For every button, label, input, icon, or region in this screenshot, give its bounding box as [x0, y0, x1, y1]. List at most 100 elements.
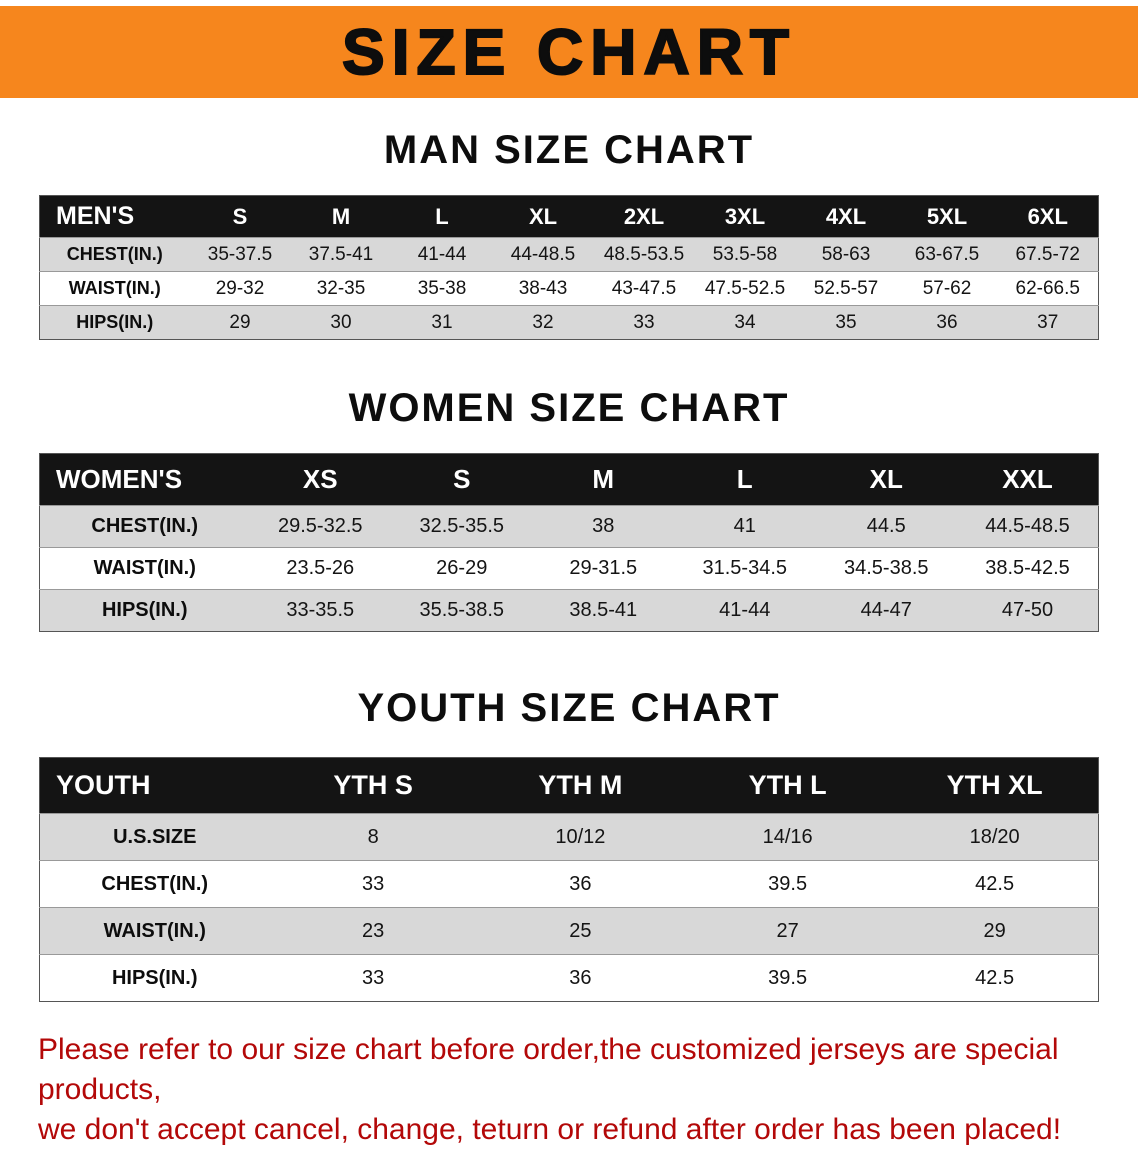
- size-column-header: 3XL: [694, 195, 796, 238]
- man-size-chart-section: MAN SIZE CHART MEN'S S M L XL 2XL 3XL 4XL 5XL 6XL…: [0, 128, 1138, 340]
- table-row: HIPS(IN.) 33 36 39.5 42.5: [39, 954, 1099, 1002]
- size-column-header: XS: [249, 453, 391, 506]
- size-value-cell: 43-47.5: [611, 277, 677, 299]
- size-value-cell: 36: [936, 311, 958, 333]
- notice-line-2: we don't accept cancel, change, teturn o…: [38, 1113, 1062, 1146]
- size-column-header: YTH S: [269, 757, 477, 814]
- size-value-cell: 39.5: [768, 872, 808, 895]
- size-value-cell: 38.5-41: [569, 599, 638, 621]
- size-value-cell: 41: [733, 515, 756, 537]
- row-label: CHEST(IN.): [91, 515, 199, 537]
- size-value-cell: 29: [229, 311, 251, 333]
- row-label: CHEST(IN.): [101, 872, 209, 895]
- banner: SIZE CHART: [0, 6, 1138, 98]
- size-value-cell: 35-38: [417, 277, 467, 299]
- size-value-cell: 25: [569, 919, 592, 942]
- size-column-header: YTH XL: [891, 757, 1099, 814]
- size-value-cell: 29-31.5: [569, 557, 638, 579]
- table-row: WAIST(IN.) 23 25 27 29: [39, 907, 1099, 955]
- size-column-header: YTH L: [684, 757, 892, 814]
- size-value-cell: 48.5-53.5: [603, 243, 685, 265]
- size-value-cell: 41-44: [417, 243, 467, 265]
- size-value-cell: 38.5-42.5: [985, 557, 1070, 579]
- size-value-cell: 32-35: [316, 277, 366, 299]
- size-value-cell: 41-44: [719, 599, 771, 621]
- size-value-cell: 44.5-48.5: [985, 515, 1070, 537]
- size-value-cell: 18/20: [969, 825, 1020, 848]
- size-value-cell: 35: [835, 311, 857, 333]
- size-value-cell: 29-32: [215, 277, 265, 299]
- size-value-cell: 57-62: [922, 277, 972, 299]
- table-corner-label: YOUTH: [39, 757, 270, 814]
- footer-notice: Please refer to our size chart before or…: [38, 1030, 1138, 1150]
- table-row: CHEST(IN.) 33 36 39.5 42.5: [39, 860, 1099, 908]
- size-value-cell: 47.5-52.5: [704, 277, 786, 299]
- size-value-cell: 42.5: [975, 872, 1015, 895]
- row-label: HIPS(IN.): [111, 966, 198, 989]
- size-chart-page: SIZE CHART MAN SIZE CHART MEN'S S M L XL 2XL 3…: [0, 6, 1138, 1146]
- notice-line-1: Please refer to our size chart before or…: [38, 1033, 1059, 1106]
- size-value-cell: 14/16: [762, 825, 813, 848]
- size-column-header: XL: [815, 453, 957, 506]
- size-value-cell: 42.5: [975, 966, 1015, 989]
- size-value-cell: 32.5-35.5: [419, 515, 504, 537]
- size-value-cell: 34: [734, 311, 756, 333]
- man-section-heading: MAN SIZE CHART: [383, 128, 755, 172]
- size-value-cell: 31.5-34.5: [702, 557, 787, 579]
- size-value-cell: 44-48.5: [510, 243, 576, 265]
- table-header-row: YOUTH YTH S YTH M YTH L YTH XL: [39, 757, 1099, 814]
- size-value-cell: 33: [633, 311, 655, 333]
- size-value-cell: 38-43: [518, 277, 568, 299]
- size-value-cell: 37.5-41: [308, 243, 374, 265]
- table-row: HIPS(IN.) 33-35.5 35.5-38.5 38.5-41 41-44 44-…: [39, 589, 1099, 632]
- size-column-header: M: [290, 195, 392, 238]
- size-column-header: XXL: [957, 453, 1099, 506]
- women-size-chart-section: WOMEN SIZE CHART WOMEN'S XS S M L XL XXL CHEST(…: [0, 386, 1138, 632]
- table-corner-label: MEN'S: [39, 195, 190, 238]
- size-value-cell: 58-63: [821, 243, 871, 265]
- size-value-cell: 39.5: [768, 966, 808, 989]
- table-corner-label: WOMEN'S: [39, 453, 250, 506]
- size-value-cell: 37: [1037, 311, 1059, 333]
- youth-size-chart-section: YOUTH SIZE CHART YOUTH YTH S YTH M YTH L YTH…: [0, 686, 1138, 1002]
- size-value-cell: 26-29: [436, 557, 488, 579]
- size-value-cell: 10/12: [555, 825, 606, 848]
- size-value-cell: 36: [569, 872, 592, 895]
- row-label: HIPS(IN.): [76, 312, 154, 332]
- size-value-cell: 33: [362, 872, 385, 895]
- row-label: WAIST(IN.): [103, 919, 206, 942]
- size-value-cell: 34.5-38.5: [843, 557, 929, 579]
- table-row: WAIST(IN.) 23.5-26 26-29 29-31.5 31.5-34.5 34…: [39, 547, 1099, 590]
- size-column-header: S: [189, 195, 291, 238]
- table-row: WAIST(IN.) 29-32 32-35 35-38 38-43 43-47.5 47.…: [39, 271, 1099, 306]
- size-value-cell: 67.5-72: [1015, 243, 1080, 265]
- size-value-cell: 38: [592, 515, 615, 537]
- size-value-cell: 44.5: [866, 515, 906, 537]
- size-column-header: 4XL: [795, 195, 897, 238]
- size-value-cell: 29: [983, 919, 1006, 942]
- size-value-cell: 35-37.5: [207, 243, 273, 265]
- women-section-heading: WOMEN SIZE CHART: [348, 386, 790, 430]
- size-column-header: 2XL: [593, 195, 695, 238]
- women-size-table: WOMEN'S XS S M L XL XXL CHEST(IN.) 29.5-32.5 32.5…: [39, 453, 1099, 632]
- row-label: HIPS(IN.): [101, 599, 188, 621]
- size-value-cell: 23.5-26: [286, 557, 355, 579]
- table-row: CHEST(IN.) 29.5-32.5 32.5-35.5 38 41 44.5 44.5…: [39, 505, 1099, 548]
- size-value-cell: 62-66.5: [1015, 277, 1080, 299]
- size-value-cell: 30: [330, 311, 352, 333]
- table-row: CHEST(IN.) 35-37.5 37.5-41 41-44 44-48.5 48.5…: [39, 237, 1099, 272]
- row-label: WAIST(IN.): [93, 557, 196, 579]
- size-value-cell: 63-67.5: [914, 243, 980, 265]
- size-value-cell: 35.5-38.5: [419, 599, 504, 621]
- table-header-row: MEN'S S M L XL 2XL 3XL 4XL 5XL 6XL: [39, 195, 1099, 238]
- youth-section-heading: YOUTH SIZE CHART: [357, 686, 781, 730]
- size-value-cell: 33-35.5: [286, 599, 355, 621]
- size-value-cell: 27: [776, 919, 799, 942]
- size-value-cell: 44-47: [860, 599, 912, 621]
- table-header-row: WOMEN'S XS S M L XL XXL: [39, 453, 1099, 506]
- row-label: CHEST(IN.): [66, 244, 163, 264]
- size-column-header: S: [391, 453, 533, 506]
- size-column-header: 6XL: [997, 195, 1099, 238]
- size-value-cell: 36: [569, 966, 592, 989]
- size-value-cell: 53.5-58: [712, 243, 778, 265]
